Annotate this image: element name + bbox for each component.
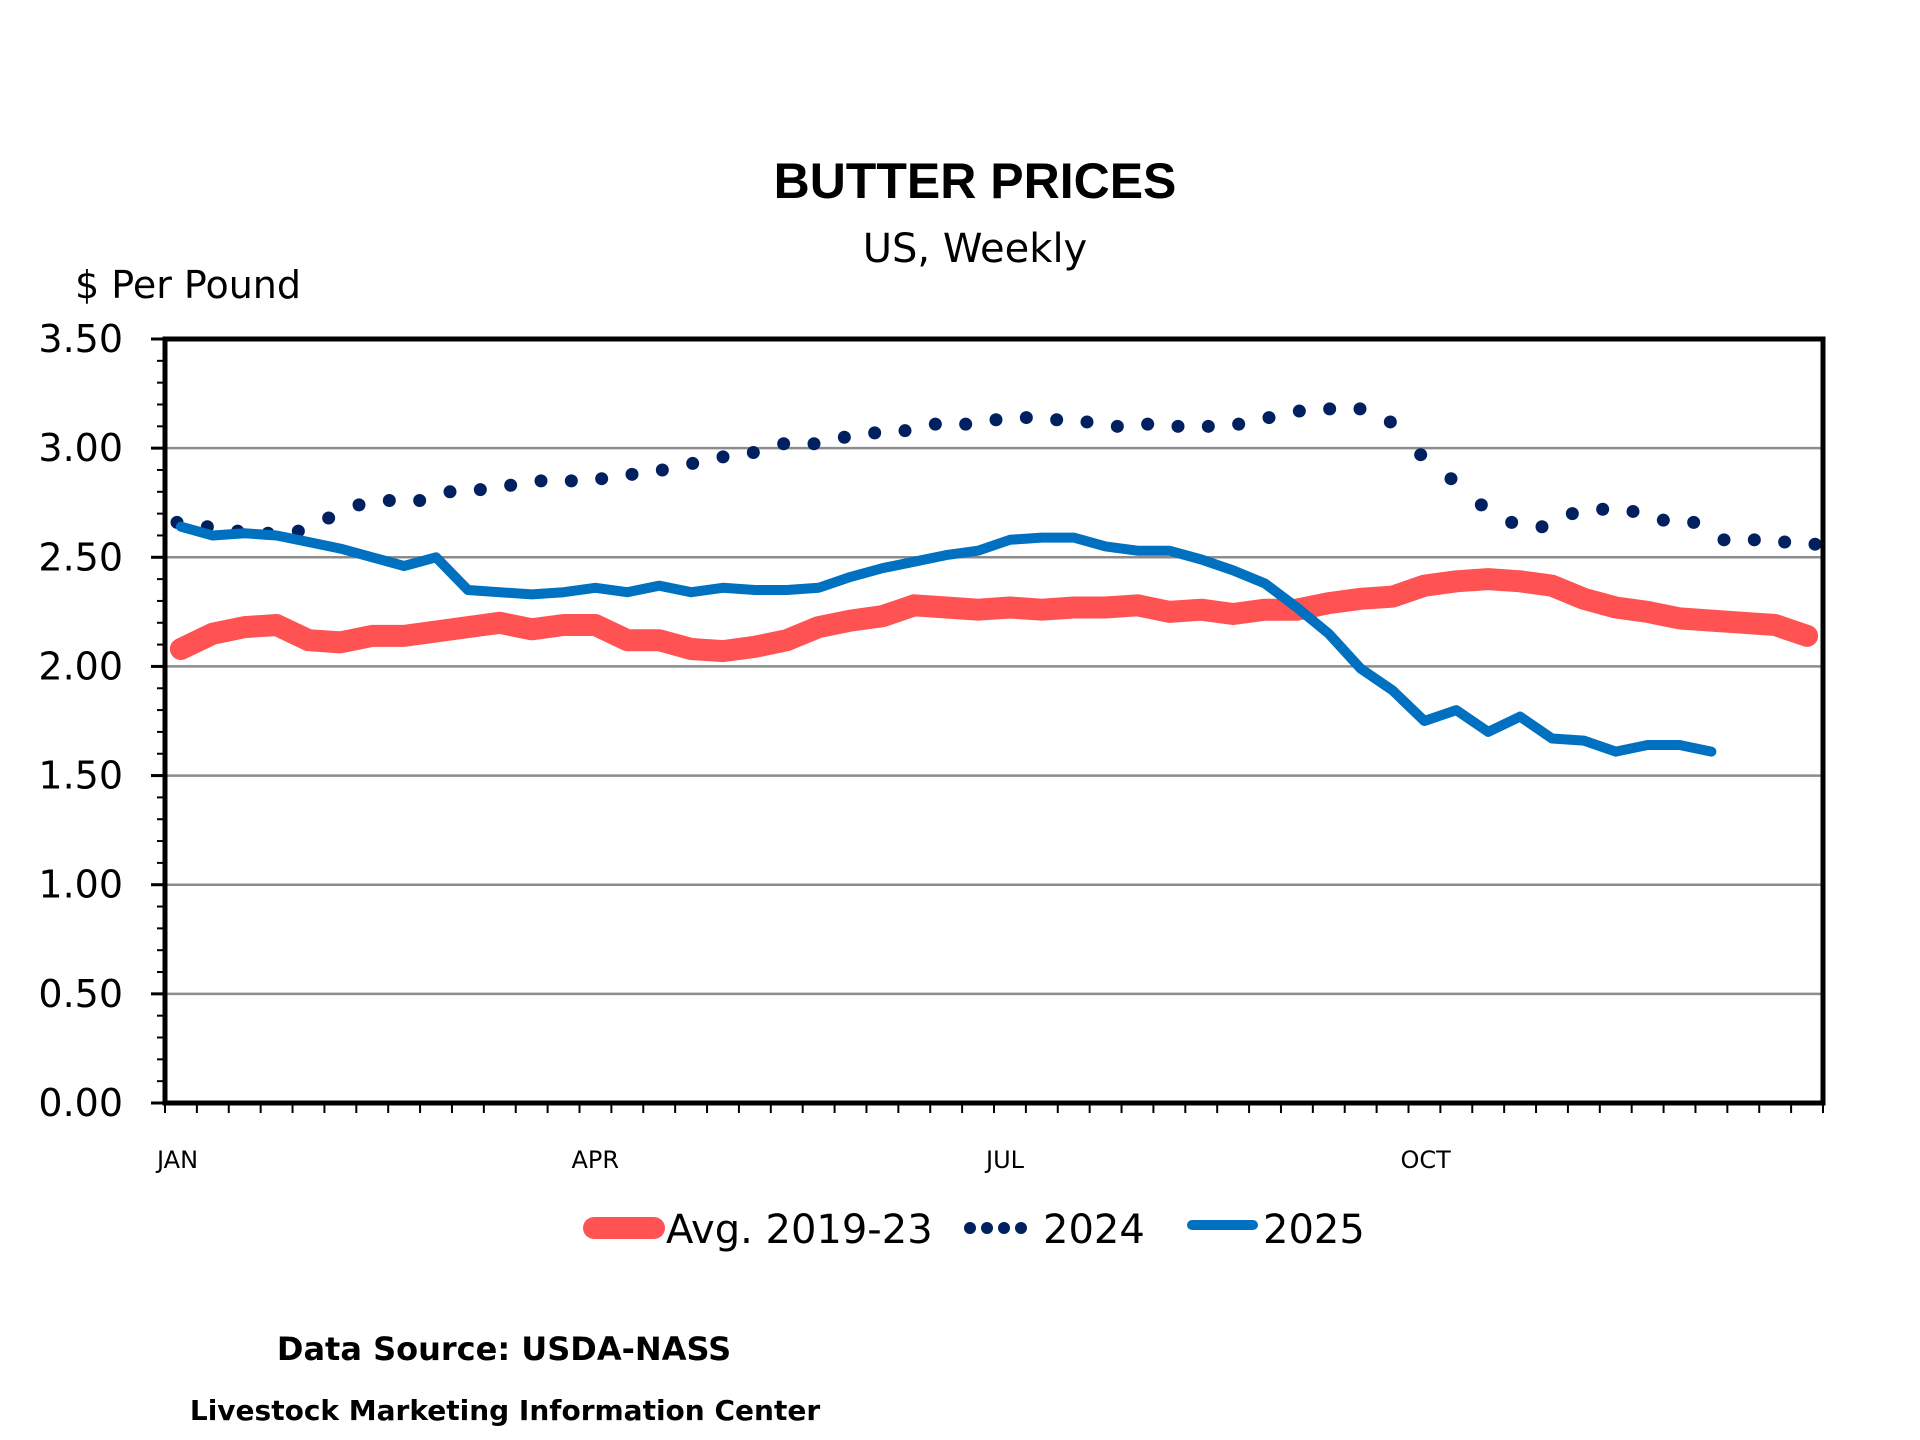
data-point <box>1626 504 1640 518</box>
data-point <box>746 446 760 460</box>
series-avg-2019-23 <box>169 568 1819 663</box>
data-point <box>959 417 973 431</box>
y-tick-label: 3.00 <box>38 426 123 470</box>
series-2025 <box>175 521 1717 757</box>
data-point <box>1171 419 1185 433</box>
data-point <box>413 494 427 508</box>
y-tick-label: 0.50 <box>38 972 123 1016</box>
data-point <box>1535 520 1549 534</box>
y-tick-label: 2.00 <box>38 644 123 688</box>
data-point <box>382 494 396 508</box>
data-point <box>868 426 882 440</box>
data-point <box>807 437 821 451</box>
data-point <box>655 463 669 477</box>
legend-label-avg: Avg. 2019-23 <box>666 1207 933 1253</box>
data-point <box>504 478 518 492</box>
chart-title: BUTTER PRICES <box>774 153 1177 209</box>
data-point <box>777 437 791 451</box>
data-point <box>443 485 457 499</box>
data-point <box>534 474 548 488</box>
data-point <box>1414 448 1428 462</box>
x-tick-label: JUL <box>984 1146 1025 1174</box>
data-point <box>1353 402 1367 416</box>
legend-swatch-2024 <box>964 1222 1027 1234</box>
data-point <box>1232 417 1246 431</box>
data-point <box>1292 404 1306 418</box>
data-point <box>1808 537 1822 551</box>
data-point <box>837 430 851 444</box>
data-point <box>1201 419 1215 433</box>
data-point <box>1778 535 1792 549</box>
data-point <box>1323 402 1337 416</box>
data-point <box>1596 502 1610 516</box>
series-lines <box>169 402 1822 757</box>
y-tick-label: 0.00 <box>38 1081 123 1125</box>
y-tick-label: 1.00 <box>38 863 123 907</box>
legend-label-2024: 2024 <box>1043 1207 1145 1253</box>
data-point <box>1050 413 1064 427</box>
chart-subtitle: US, Weekly <box>863 226 1087 272</box>
y-tick-label: 2.50 <box>38 535 123 579</box>
data-point <box>686 456 700 470</box>
data-source: Data Source: USDA-NASS <box>277 1330 731 1368</box>
data-point <box>1262 411 1276 425</box>
data-point <box>352 498 366 512</box>
data-point <box>1656 513 1670 527</box>
y-axis-ticks: 0.00 0.50 1.00 1.50 2.00 2.50 3.00 3.50 <box>38 317 165 1125</box>
data-point <box>898 424 912 438</box>
x-tick-label: OCT <box>1401 1146 1452 1174</box>
data-point <box>625 467 639 481</box>
data-point <box>928 417 942 431</box>
data-point <box>564 474 578 488</box>
data-point <box>1474 498 1488 512</box>
x-tick-label: APR <box>572 1146 620 1174</box>
data-point <box>1080 415 1094 429</box>
data-point <box>1019 411 1033 425</box>
y-tick-label: 3.50 <box>38 317 123 361</box>
data-point <box>1717 533 1731 547</box>
plot-frame <box>162 336 1826 1106</box>
data-point <box>1444 472 1458 486</box>
data-point <box>1383 415 1397 429</box>
organization: Livestock Marketing Information Center <box>190 1394 820 1427</box>
data-point <box>473 483 487 497</box>
x-tick-label: JAN <box>155 1146 198 1174</box>
legend-label-2025: 2025 <box>1263 1207 1365 1253</box>
y-tick-label: 1.50 <box>38 754 123 798</box>
y-axis-label: $ Per Pound <box>75 263 301 307</box>
x-axis-ticks: JAN APR JUL OCT <box>155 1103 1824 1174</box>
data-point <box>595 472 609 486</box>
gridlines <box>165 446 1823 996</box>
data-point <box>1505 515 1519 529</box>
data-point <box>322 511 336 525</box>
legend: Avg. 2019-23 2024 2025 <box>583 1207 1365 1253</box>
series-2024 <box>170 402 1822 551</box>
data-point <box>1141 417 1155 431</box>
data-point <box>716 450 730 464</box>
data-point <box>989 413 1003 427</box>
data-point <box>1747 533 1761 547</box>
data-point <box>1687 515 1701 529</box>
data-point <box>1565 507 1579 521</box>
data-point <box>1110 419 1124 433</box>
